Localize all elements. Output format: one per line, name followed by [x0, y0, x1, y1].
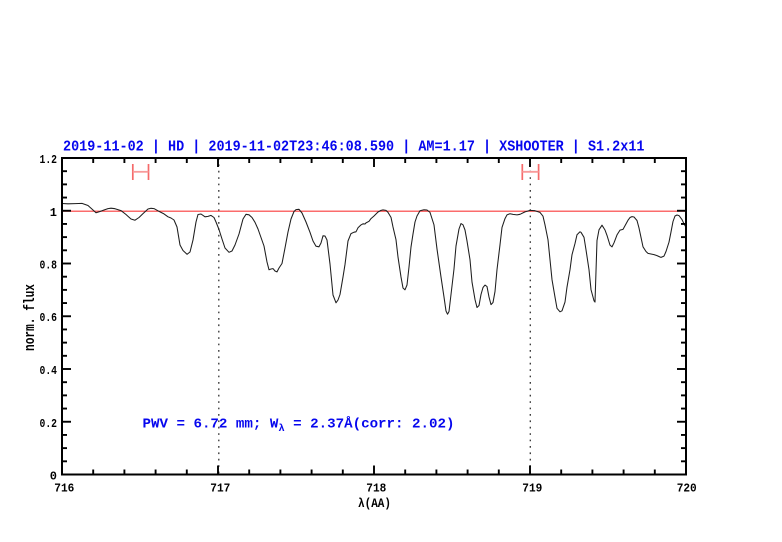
svg-text:718: 718	[366, 481, 386, 495]
svg-text:1: 1	[50, 206, 57, 220]
svg-text:717: 717	[210, 481, 230, 495]
svg-text:0.2: 0.2	[40, 417, 58, 431]
svg-text:0.6: 0.6	[40, 311, 58, 325]
svg-text:PWV = 6.72 mm; Wλ = 2.37Å(co: PWV = 6.72 mm; Wλ = 2.37Å(corr: 2.02)	[143, 415, 455, 435]
svg-text:0.4: 0.4	[40, 364, 58, 378]
svg-text:2019-11-02 | HD | 2019-11-02T2: 2019-11-02 | HD | 2019-11-02T23:46:08.59…	[63, 140, 645, 156]
svg-text:norm. flux: norm. flux	[23, 284, 39, 351]
svg-text:0: 0	[50, 470, 57, 484]
svg-text:719: 719	[522, 481, 542, 495]
svg-text:716: 716	[54, 481, 74, 495]
svg-text:0.8: 0.8	[40, 259, 58, 273]
svg-text:λ(AA): λ(AA)	[358, 497, 391, 511]
svg-text:720: 720	[677, 481, 697, 495]
svg-text:1.2: 1.2	[40, 153, 58, 167]
